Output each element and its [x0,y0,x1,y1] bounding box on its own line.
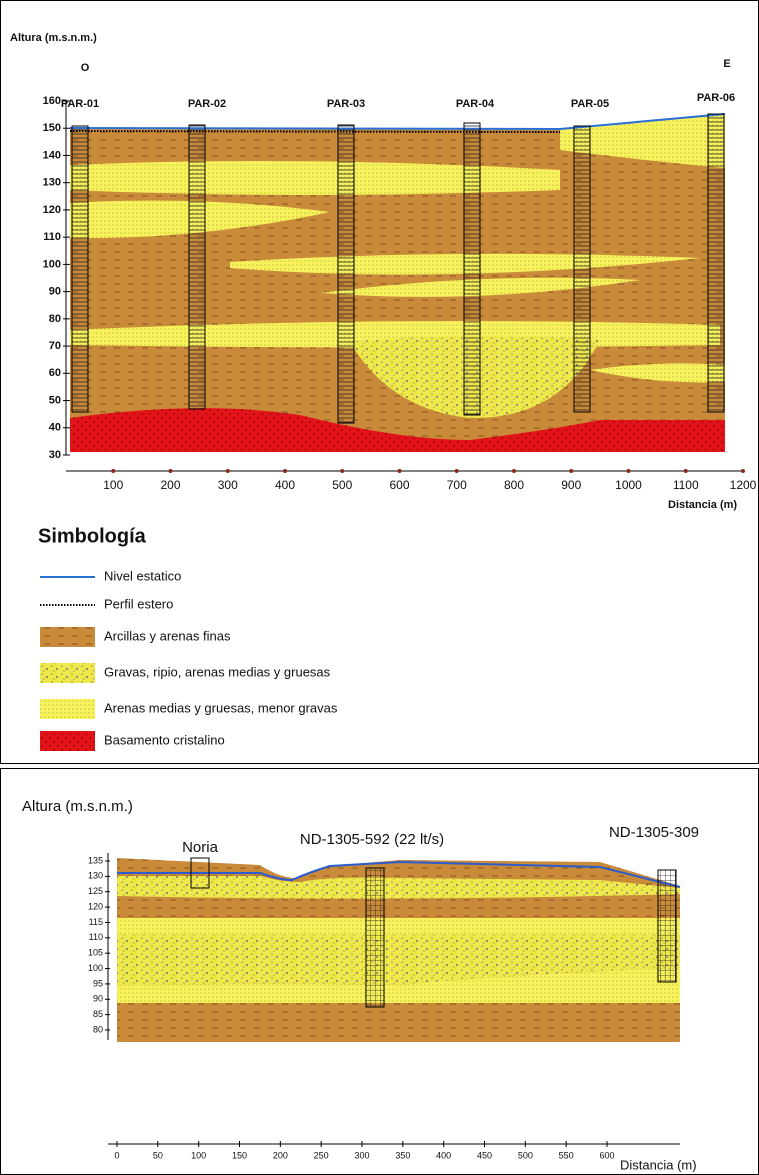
x-tick-label: 300 [354,1150,369,1160]
y-tick-label: 140 [43,149,61,161]
tick-mark [340,469,345,473]
x-tick-label: 50 [153,1150,163,1160]
well-label: ND-1305-592 (22 lt/s) [300,831,444,848]
x-tick-label: 150 [232,1150,247,1160]
y-tick-label: 135 [88,855,103,865]
direction-label: E [723,58,730,70]
y-tick-label: 80 [93,1024,103,1034]
direction-label: O [81,62,90,74]
y-tick-label: 150 [43,122,61,134]
tick-mark [111,469,116,473]
y-tick-label: 110 [43,231,61,243]
well-label: ND-1305-309 [609,824,699,841]
y-tick-label: 110 [89,932,103,942]
legend-label: Basamento cristalino [104,732,225,747]
tick-mark [683,469,688,473]
section-2-geology [117,857,681,1042]
legend: Simbología Nivel estatico Perfil estero … [38,525,338,751]
tick-mark [454,469,459,473]
y-tick-label: 60 [49,367,61,379]
y-tick-label: 120 [43,204,61,216]
y-axis-label: Altura (m.s.n.m.) [22,798,133,815]
y-tick-label: 105 [88,948,103,958]
y-tick-label: 100 [88,963,103,973]
x-tick-label: 1100 [673,478,699,492]
y-tick-label: 80 [49,313,61,325]
legend-label: Nivel estatico [104,568,181,583]
well-label: PAR-05 [571,98,609,110]
tick-mark [626,469,631,473]
x-axis-label: Distancia (m) [668,499,737,511]
well-label: Noria [182,839,219,856]
tick-mark [168,469,173,473]
tick-mark [397,469,402,473]
x-tick-label: 400 [275,478,295,492]
section-1-geology [69,113,726,452]
well-label: PAR-04 [456,98,495,110]
legend-label: Arenas medias y gruesas, menor gravas [104,700,338,715]
y-tick-label: 40 [49,422,61,434]
x-axis-label: Distancia (m) [620,1157,697,1172]
legend-label: Gravas, ripio, arenas medias y gruesas [104,664,331,679]
x-tick-label: 100 [103,478,123,492]
y-axis-label: Altura (m.s.n.m.) [10,32,97,44]
x-tick-label: 100 [191,1150,206,1160]
x-tick-label: 800 [504,478,524,492]
y-tick-label: 90 [93,994,103,1004]
tick-mark [225,469,230,473]
x-tick-label: 0 [114,1150,119,1160]
well-label: PAR-03 [327,98,365,110]
y-tick-label: 70 [49,340,61,352]
x-tick-label: 200 [273,1150,288,1160]
x-tick-label: 200 [160,478,180,492]
y-tick-label: 95 [93,978,103,988]
x-tick-label: 1000 [615,478,642,492]
y-tick-label: 120 [88,901,103,911]
x-tick-label: 700 [447,478,467,492]
y-tick-label: 160 [43,95,61,107]
x-tick-label: 450 [477,1150,492,1160]
well-label: PAR-06 [697,92,735,104]
tick-mark [512,469,516,473]
tick-mark [741,469,745,473]
x-tick-label: 250 [314,1150,329,1160]
x-tick-label: 500 [332,478,352,492]
x-tick-label: 600 [389,478,409,492]
x-tick-label: 900 [561,478,581,492]
y-tick-label: 85 [93,1009,103,1019]
y-tick-label: 100 [43,258,61,270]
x-tick-label: 1200 [730,478,757,492]
tick-mark [283,469,287,473]
x-tick-label: 350 [395,1150,410,1160]
x-tick-label: 550 [559,1150,574,1160]
y-tick-label: 130 [88,871,103,881]
legend-label: Arcillas y arenas finas [104,628,231,643]
y-tick-label: 90 [49,286,61,298]
y-tick-label: 115 [89,917,103,927]
tick-mark [569,469,574,473]
y-tick-label: 50 [49,394,61,406]
legend-label: Perfil estero [104,596,173,611]
y-tick-label: 125 [88,886,103,896]
y-tick-label: 130 [43,177,61,189]
well-label: PAR-02 [188,98,226,110]
x-tick-label: 300 [218,478,238,492]
x-tick-label: 600 [599,1150,614,1160]
x-tick-label: 500 [518,1150,533,1160]
y-tick-label: 30 [49,449,61,461]
x-tick-label: 400 [436,1150,451,1160]
well-label: PAR-01 [61,98,99,110]
legend-title: Simbología [38,525,147,547]
